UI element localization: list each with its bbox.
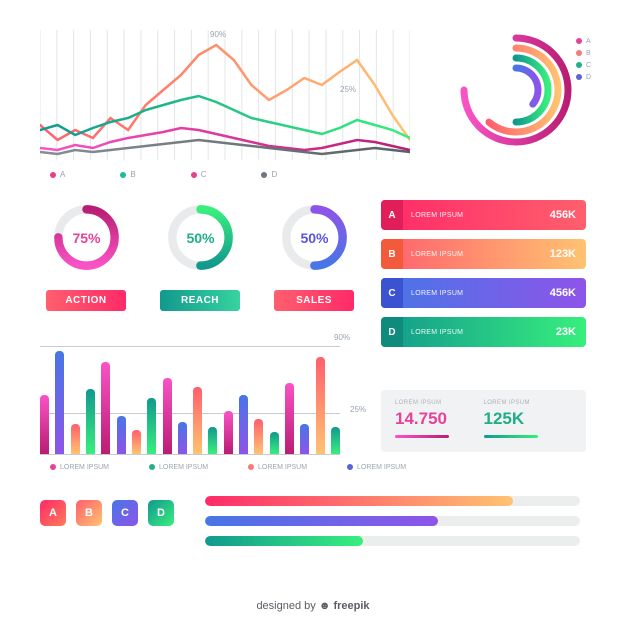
bar — [254, 419, 263, 454]
bar — [147, 398, 156, 454]
metric-right-value: 125K — [484, 409, 573, 429]
chip-D[interactable]: D — [148, 500, 174, 526]
line-chart — [40, 30, 410, 160]
progress-stack — [205, 496, 580, 556]
donut-row: 75% ACTION 50% REACH 50% SALES — [40, 200, 360, 311]
bar — [239, 395, 248, 454]
bar — [132, 430, 141, 454]
bar-legend-item: LOREM IPSUM — [347, 464, 406, 471]
bar — [193, 387, 202, 454]
stat-bar-D: DLOREM IPSUM23K — [381, 317, 586, 347]
bar — [316, 357, 325, 454]
donut-action: 75% ACTION — [40, 200, 132, 311]
bar — [117, 416, 126, 454]
chip-B[interactable]: B — [76, 500, 102, 526]
donut-label: REACH — [160, 290, 240, 311]
bar — [163, 378, 172, 454]
bar-ref-line — [40, 454, 340, 455]
stat-bar-C: CLOREM IPSUM456K — [381, 278, 586, 308]
metric-right: LOREM IPSUM 125K — [484, 400, 573, 442]
radial-legend-item: D — [576, 74, 591, 81]
stat-tag: A — [381, 200, 403, 230]
metric-left-title: LOREM IPSUM — [395, 400, 484, 406]
stat-value: 123K — [550, 248, 586, 260]
footer-prefix: designed by — [256, 600, 318, 612]
bar — [40, 395, 49, 454]
chip-A[interactable]: A — [40, 500, 66, 526]
bar — [101, 362, 110, 454]
line-chart-legend: A B C D — [50, 170, 277, 179]
donut-sales: 50% SALES — [268, 200, 360, 311]
progress-bar — [205, 536, 580, 546]
bar — [285, 383, 294, 454]
stat-bars: ALOREM IPSUM456KBLOREM IPSUM123KCLOREM I… — [381, 200, 586, 356]
stat-label: LOREM IPSUM — [403, 251, 550, 258]
progress-bar — [205, 496, 580, 506]
bar — [178, 422, 187, 454]
bar-legend-item: LOREM IPSUM — [149, 464, 208, 471]
stat-bar-B: BLOREM IPSUM123K — [381, 239, 586, 269]
metric-left-value: 14.750 — [395, 409, 484, 429]
line-chart-callout: 25% — [340, 85, 356, 94]
stat-value: 456K — [550, 209, 586, 221]
stat-bar-A: ALOREM IPSUM456K — [381, 200, 586, 230]
chip-C[interactable]: C — [112, 500, 138, 526]
line-legend-item: D — [261, 170, 277, 179]
stat-label: LOREM IPSUM — [403, 290, 550, 297]
radial-legend-item: A — [576, 38, 591, 45]
stat-value: 456K — [550, 287, 586, 299]
radial-chart — [456, 30, 576, 150]
progress-bar — [205, 516, 580, 526]
line-legend-item: B — [120, 170, 135, 179]
stat-label: LOREM IPSUM — [403, 212, 550, 219]
stat-tag: C — [381, 278, 403, 308]
stat-label: LOREM IPSUM — [403, 329, 556, 336]
donut-label: SALES — [274, 290, 354, 311]
bar — [270, 432, 279, 454]
metric-card: LOREM IPSUM 14.750 LOREM IPSUM 125K — [381, 390, 586, 452]
line-chart-callout: 90% — [210, 30, 226, 39]
radial-legend: ABCD — [576, 38, 591, 86]
metric-left-underline — [395, 435, 449, 438]
radial-legend-item: C — [576, 62, 591, 69]
bar — [300, 424, 309, 454]
bar — [55, 351, 64, 454]
radial-legend-item: B — [576, 50, 591, 57]
bar — [331, 427, 340, 454]
bar-chart — [40, 346, 340, 454]
dashboard-canvas: 90%25% ABCD ABCD 75%ACTION50%REACH50%SAL… — [0, 0, 626, 626]
stat-tag: D — [381, 317, 403, 347]
chip-row: ABCD — [40, 500, 174, 526]
svg-text:75%: 75% — [72, 230, 101, 246]
metric-left: LOREM IPSUM 14.750 — [395, 400, 484, 442]
svg-text:50%: 50% — [186, 230, 215, 246]
bar-callout: 90% — [334, 333, 350, 342]
bar — [86, 389, 95, 454]
donut-label: ACTION — [46, 290, 126, 311]
metric-right-title: LOREM IPSUM — [484, 400, 573, 406]
bar — [208, 427, 217, 454]
donut-reach: 50% REACH — [154, 200, 246, 311]
bar — [224, 411, 233, 454]
bar-legend-item: LOREM IPSUM — [50, 464, 109, 471]
footer: designed by ☻ freepik — [0, 600, 626, 612]
svg-text:50%: 50% — [300, 230, 329, 246]
metric-right-underline — [484, 435, 538, 438]
bar-callout: 25% — [350, 405, 366, 414]
bar-chart-legend: LOREM IPSUM LOREM IPSUM LOREM IPSUM LOREM I… — [50, 464, 406, 471]
line-legend-item: C — [191, 170, 207, 179]
line-legend-item: A — [50, 170, 65, 179]
bar — [71, 424, 80, 454]
stat-value: 23K — [556, 326, 586, 338]
stat-tag: B — [381, 239, 403, 269]
bar-legend-item: LOREM IPSUM — [248, 464, 307, 471]
footer-brand: freepik — [333, 600, 369, 612]
freepik-icon: ☻ — [319, 600, 334, 612]
